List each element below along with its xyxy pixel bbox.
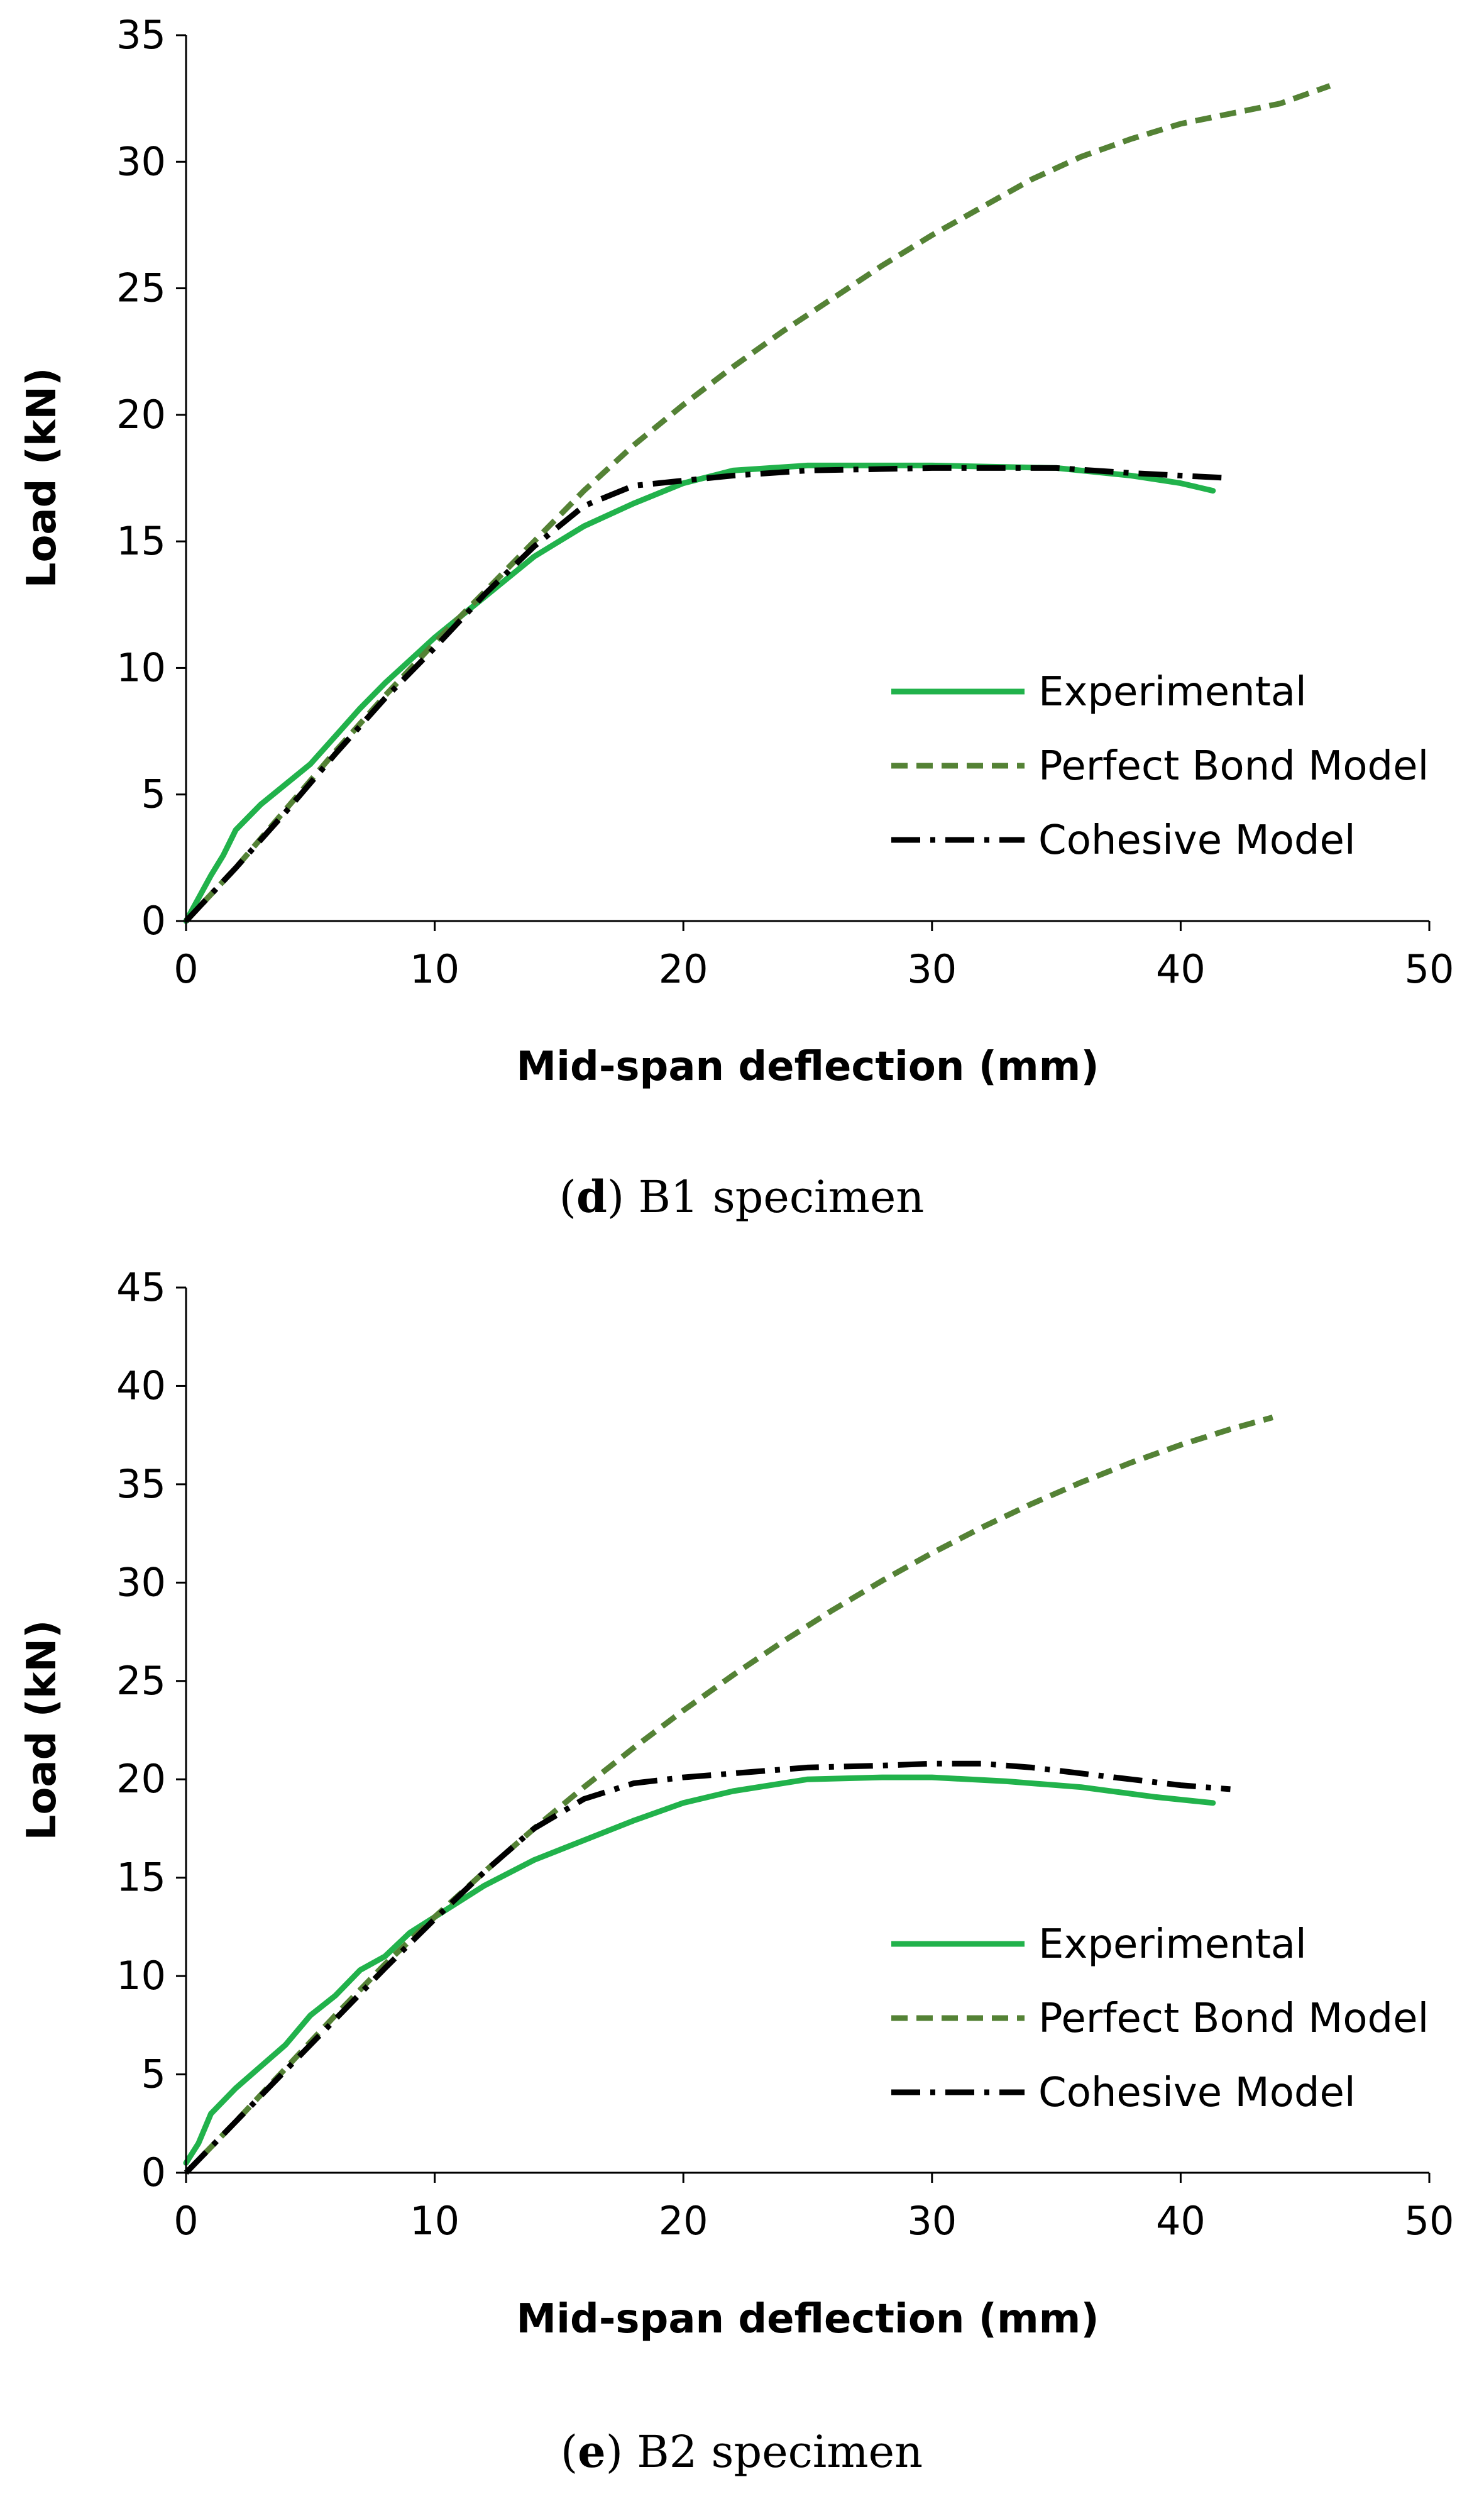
series-line-cohesive-b1 (184, 465, 1231, 924)
legend-label-experimental-b1: Experimental (1038, 669, 1307, 715)
x-tick-label-b2: 20 (659, 2198, 708, 2244)
y-tick-label-b2: 25 (116, 1658, 166, 1704)
x-tick-label-b1: 30 (907, 946, 957, 992)
caption-b2: (e) B2 specimen (561, 2425, 923, 2478)
caption-text-b1: B1 specimen (638, 1171, 924, 1223)
x-tick-label-b1: 20 (659, 946, 708, 992)
y-tick-label-b2: 40 (116, 1362, 166, 1408)
x-ticks-b2: 0 10 20 30 40 50 (173, 2173, 1454, 2244)
y-tick-label-b1: 25 (116, 265, 166, 311)
y-axis-title-b2: Load (kN) (19, 1620, 65, 1841)
x-tick-label-b1: 40 (1156, 946, 1206, 992)
x-tick-label-b2: 50 (1405, 2198, 1454, 2244)
series-line-cohesive-b2 (184, 1760, 1231, 2175)
series-lines-b1 (183, 83, 1331, 924)
x-tick-label-b2: 10 (410, 2198, 459, 2244)
legend-label-perfect-bond-b2: Perfect Bond Model (1038, 1995, 1429, 2042)
y-tick-label-b1: 30 (116, 138, 166, 184)
legend-b1: Experimental Perfect Bond Model Cohesive… (891, 669, 1429, 864)
y-tick-label-b2: 45 (116, 1264, 166, 1310)
y-tick-label-b1: 15 (116, 518, 166, 564)
y-tick-label-b1: 10 (116, 644, 166, 690)
caption-letter-b2: e (578, 2425, 606, 2478)
series-line-perfect-bond-b1 (184, 83, 1331, 924)
x-tick-label-b2: 40 (1156, 2198, 1206, 2244)
x-ticks-b1: 0 10 20 30 40 50 (173, 921, 1454, 992)
x-tick-label-b2: 0 (173, 2198, 198, 2244)
caption-b1: (d) B1 specimen (559, 1171, 925, 1223)
y-tick-label-b2: 20 (116, 1756, 166, 1802)
legend-label-experimental-b2: Experimental (1038, 1921, 1307, 1968)
plot-area-b1: 0 5 10 15 20 25 30 35 0 10 20 30 40 50 (116, 12, 1454, 992)
legend-item-cohesive-b2: Cohesive Model (891, 2070, 1356, 2116)
y-tick-label-b2: 0 (141, 2149, 166, 2195)
x-tick-label-b2: 30 (907, 2198, 957, 2244)
y-tick-label-b2: 15 (116, 1855, 166, 1901)
x-axis-title-b1: Mid-span deflection (mm) (516, 1044, 1099, 1090)
y-tick-label-b2: 30 (116, 1559, 166, 1605)
legend-item-experimental-b1: Experimental (891, 669, 1307, 715)
x-tick-label-b1: 50 (1405, 946, 1454, 992)
legend-b2: Experimental Perfect Bond Model Cohesive… (891, 1921, 1429, 2116)
y-ticks-b1: 0 5 10 15 20 25 30 35 (116, 12, 186, 944)
legend-item-experimental-b2: Experimental (891, 1921, 1307, 1968)
y-tick-label-b1: 35 (116, 12, 166, 58)
series-lines-b2 (183, 1415, 1274, 2175)
caption-text-b2: B2 specimen (637, 2426, 923, 2478)
plot-area-b2: 0 5 10 15 20 25 30 35 40 45 0 10 20 30 40 50 (116, 1264, 1454, 2244)
series-line-perfect-bond-b2 (184, 1415, 1274, 2175)
y-tick-label-b1: 0 (141, 898, 166, 944)
legend-item-perfect-bond-b2: Perfect Bond Model (891, 1995, 1429, 2042)
y-tick-label-b2: 10 (116, 1953, 166, 1999)
y-axis-title-b1: Load (kN) (19, 368, 65, 588)
chart-panel-b1: 0 5 10 15 20 25 30 35 0 10 20 30 40 50 Load (kN) Mid… (19, 12, 1454, 1223)
chart-panel-b2: 0 5 10 15 20 25 30 35 40 45 0 10 20 30 40 50 Load (kN)… (19, 1264, 1454, 2478)
legend-item-cohesive-b1: Cohesive Model (891, 817, 1356, 864)
x-axis-title-b2: Mid-span deflection (mm) (516, 2296, 1099, 2342)
y-tick-label-b2: 35 (116, 1461, 166, 1507)
x-tick-label-b1: 10 (410, 946, 459, 992)
caption-letter-b1: d (576, 1171, 607, 1223)
y-tick-label-b1: 20 (116, 392, 166, 438)
legend-item-perfect-bond-b1: Perfect Bond Model (891, 743, 1429, 790)
legend-label-perfect-bond-b1: Perfect Bond Model (1038, 743, 1429, 790)
series-line-experimental-b2 (183, 1774, 1216, 2166)
legend-label-cohesive-b2: Cohesive Model (1038, 2070, 1356, 2116)
legend-label-cohesive-b1: Cohesive Model (1038, 817, 1356, 864)
y-tick-label-b1: 5 (141, 771, 166, 817)
y-tick-label-b2: 5 (141, 2051, 166, 2097)
y-ticks-b2: 0 5 10 15 20 25 30 35 40 45 (116, 1264, 186, 2195)
x-tick-label-b1: 0 (173, 946, 198, 992)
